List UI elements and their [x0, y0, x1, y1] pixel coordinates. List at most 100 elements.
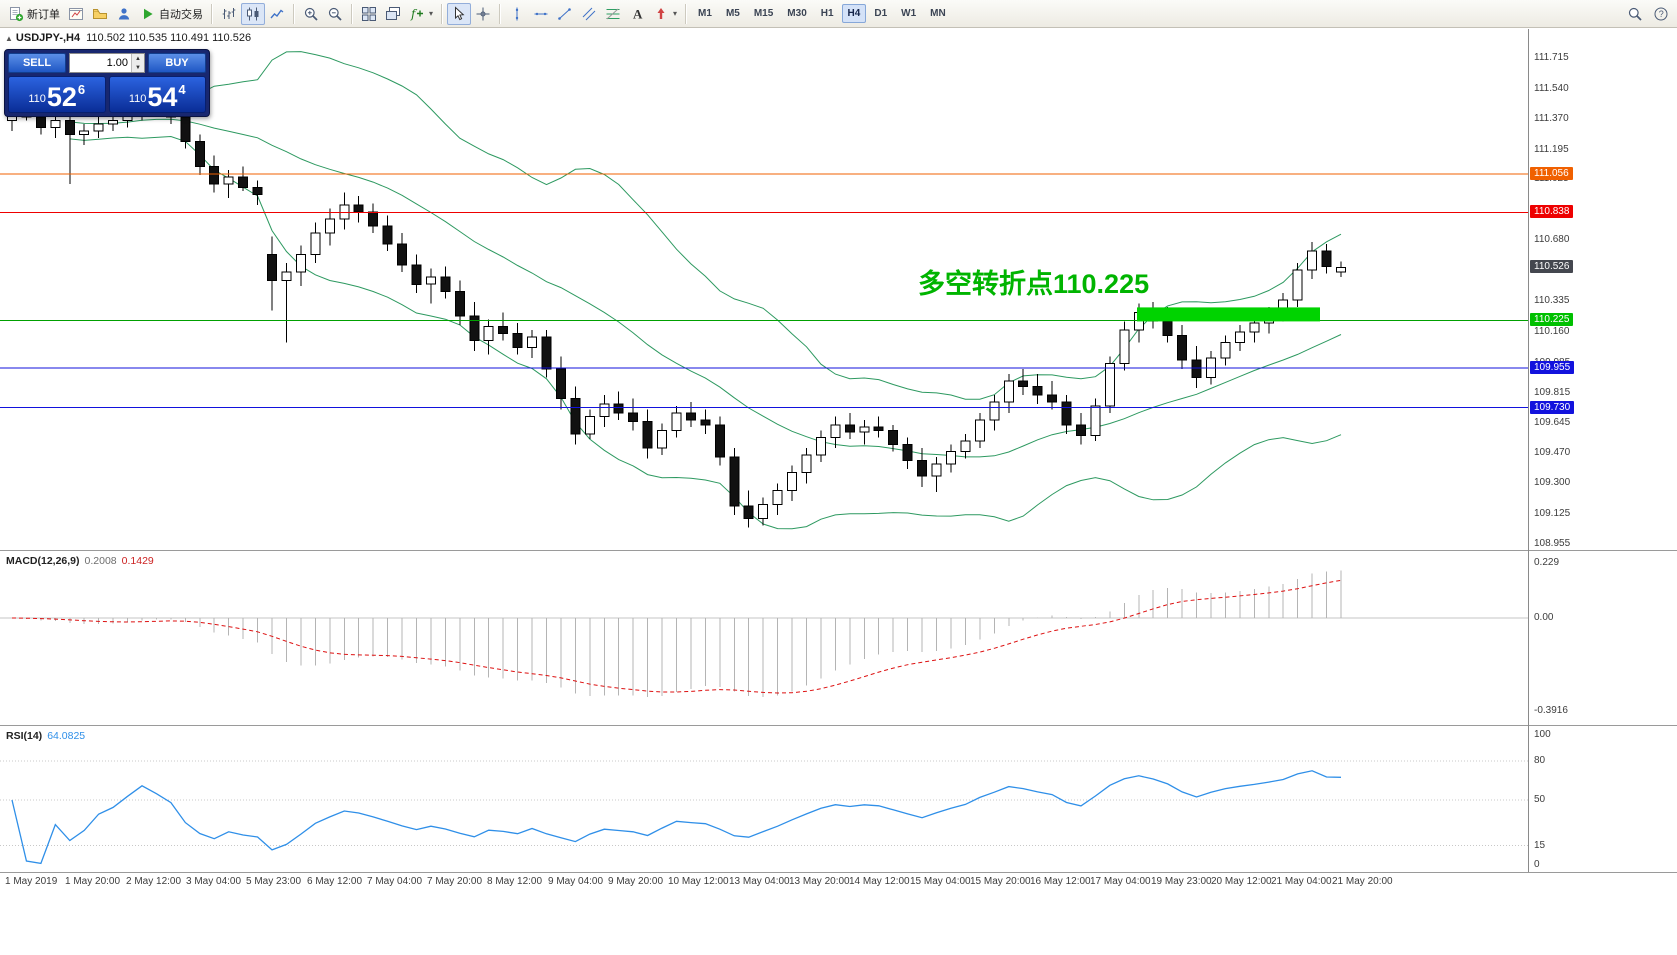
price-axis-label: 111.195 — [1534, 144, 1569, 155]
price-axis-label: 109.815 — [1534, 387, 1571, 398]
buy-button[interactable]: BUY — [148, 53, 206, 73]
arrange-windows-icon — [386, 6, 400, 20]
horizontal-line-button[interactable] — [529, 3, 553, 25]
zoom-out-button[interactable] — [323, 3, 347, 25]
time-axis-label: 9 May 20:00 — [608, 876, 664, 887]
trendline-button[interactable] — [553, 3, 577, 25]
time-axis-label: 5 May 23:00 — [246, 876, 302, 887]
price-axis-label: 109.125 — [1534, 508, 1571, 519]
macd-axis-label: -0.3916 — [1534, 705, 1568, 716]
help-button[interactable]: ? — [1649, 3, 1673, 25]
buy-price-big: 54 — [147, 82, 178, 112]
price-line-badge: 109.730 — [1530, 401, 1575, 414]
market-watch-button[interactable] — [112, 3, 136, 25]
rsi-axis-label: 15 — [1534, 840, 1546, 851]
timeframe-h4-button[interactable]: H4 — [841, 4, 867, 23]
new-order-button[interactable]: 新订单 — [4, 3, 64, 25]
arrows-icon — [657, 7, 665, 19]
arrows-button[interactable]: ▾ — [649, 3, 681, 25]
timeframe-m5-button[interactable]: M5 — [720, 4, 746, 23]
rsi-axis-label: 100 — [1534, 729, 1551, 740]
timeframe-h1-button[interactable]: H1 — [815, 4, 840, 23]
bar-chart-button[interactable] — [217, 3, 241, 25]
time-axis[interactable]: 1 May 2019 1 May 20:00 2 May 12:00 3 May 04… — [0, 874, 1528, 894]
main-price-chart[interactable]: 多空转折点110.225 — [0, 29, 1528, 549]
timeframe-mn-button[interactable]: MN — [924, 4, 952, 23]
line-chart-button[interactable] — [265, 3, 289, 25]
rsi-axis-label: 0 — [1534, 859, 1540, 870]
arrange-windows-button[interactable] — [381, 3, 405, 25]
time-axis-label: 6 May 12:00 — [307, 876, 363, 887]
volume-down-button[interactable]: ▼ — [132, 63, 144, 72]
vertical-line-icon — [515, 7, 519, 20]
symbol-info: ▲ USDJPY-,H4 110.502 110.535 110.491 110.5… — [5, 32, 251, 44]
buy-price-button[interactable]: 110 54 4 — [108, 76, 206, 113]
volume-value[interactable]: 1.00 — [106, 57, 128, 69]
price-axis-label: 109.645 — [1534, 417, 1571, 428]
price-line-badge: 110.225 — [1530, 313, 1574, 326]
trendline-icon — [558, 7, 571, 20]
fibonacci-button[interactable] — [601, 3, 625, 25]
chart-window[interactable]: ▲ USDJPY-,H4 110.502 110.535 110.491 110.5… — [0, 29, 1677, 955]
macd-signal-value: 0.1429 — [121, 555, 154, 567]
macd-panel[interactable] — [0, 552, 1528, 724]
turning-point-annotation[interactable]: 多空转折点110.225 — [918, 268, 1149, 299]
buy-price-pip: 4 — [178, 82, 186, 97]
volume-up-button[interactable]: ▲ — [132, 54, 144, 63]
crosshair-button[interactable] — [471, 3, 495, 25]
time-axis-label: 15 May 04:00 — [910, 876, 971, 887]
price-axis[interactable]: 111.715111.540111.370111.195111.025110.8… — [1529, 29, 1677, 894]
zoom-in-button[interactable] — [299, 3, 323, 25]
toolbar-separator — [685, 3, 688, 24]
cursor-button[interactable] — [447, 2, 472, 25]
profiles-button[interactable] — [88, 3, 112, 25]
symbol-ohlc: 110.502 110.535 110.491 110.526 — [86, 32, 252, 44]
search-button[interactable] — [1623, 3, 1647, 25]
indicators-icon: f — [410, 7, 423, 21]
symbol-title: USDJPY-,H4 — [15, 32, 81, 44]
price-axis-label: 111.715 — [1534, 52, 1569, 63]
panel-separator[interactable] — [0, 550, 1677, 551]
tile-windows-icon — [362, 6, 376, 21]
timeframe-w1-button[interactable]: W1 — [895, 4, 922, 23]
price-line-badge: 110.838 — [1530, 205, 1574, 218]
chevron-down-icon: ▾ — [673, 9, 678, 18]
timeframe-m15-button[interactable]: M15 — [748, 4, 779, 23]
price-axis-border — [1528, 29, 1529, 872]
time-axis-border — [0, 872, 1677, 873]
timeframe-d1-button[interactable]: D1 — [868, 4, 893, 23]
vertical-line-button[interactable] — [505, 3, 529, 25]
channel-button[interactable] — [577, 3, 601, 25]
rsi-label: RSI(14) 64.0825 — [6, 730, 85, 742]
cursor-icon — [455, 5, 465, 20]
price-axis-label: 111.540 — [1534, 83, 1569, 94]
toolbar: 新订单 自动交易 f ▾ A ▾ M1 M5 M15 M30 H1 H4 D1 W1 MN ? — [0, 0, 1677, 28]
time-axis-label: 8 May 12:00 — [487, 876, 543, 887]
timeframe-m1-button[interactable]: M1 — [692, 4, 718, 23]
time-axis-label: 7 May 20:00 — [427, 876, 483, 887]
zoom-in-icon — [304, 7, 318, 21]
autotrade-play-icon — [144, 8, 153, 19]
time-axis-label: 19 May 23:00 — [1151, 876, 1212, 887]
rsi-panel[interactable] — [0, 727, 1528, 872]
sell-button[interactable]: SELL — [8, 53, 66, 73]
charts-button[interactable] — [64, 3, 88, 25]
panel-separator[interactable] — [0, 725, 1677, 726]
help-icon: ? — [1654, 7, 1668, 20]
crosshair-icon — [476, 7, 490, 20]
timeframe-m30-button[interactable]: M30 — [781, 4, 812, 23]
volume-input[interactable]: 1.00 ▲ ▼ — [69, 53, 145, 73]
candlestick-chart-button[interactable] — [241, 2, 265, 25]
indicators-button[interactable]: f ▾ — [405, 3, 437, 25]
bollinger-lower-band — [69, 135, 1342, 530]
text-button[interactable]: A — [625, 3, 649, 25]
time-axis-label: 1 May 2019 — [5, 876, 58, 887]
tile-windows-button[interactable] — [357, 3, 381, 25]
fibonacci-icon — [606, 8, 620, 19]
time-axis-label: 3 May 04:00 — [186, 876, 242, 887]
one-click-collapse-icon[interactable]: ▲ — [5, 34, 13, 43]
sell-price-button[interactable]: 110 52 6 — [8, 76, 106, 113]
turning-point-highlight[interactable] — [1137, 307, 1320, 322]
sell-price-big: 52 — [46, 82, 77, 112]
autotrade-button[interactable]: 自动交易 — [136, 3, 207, 25]
